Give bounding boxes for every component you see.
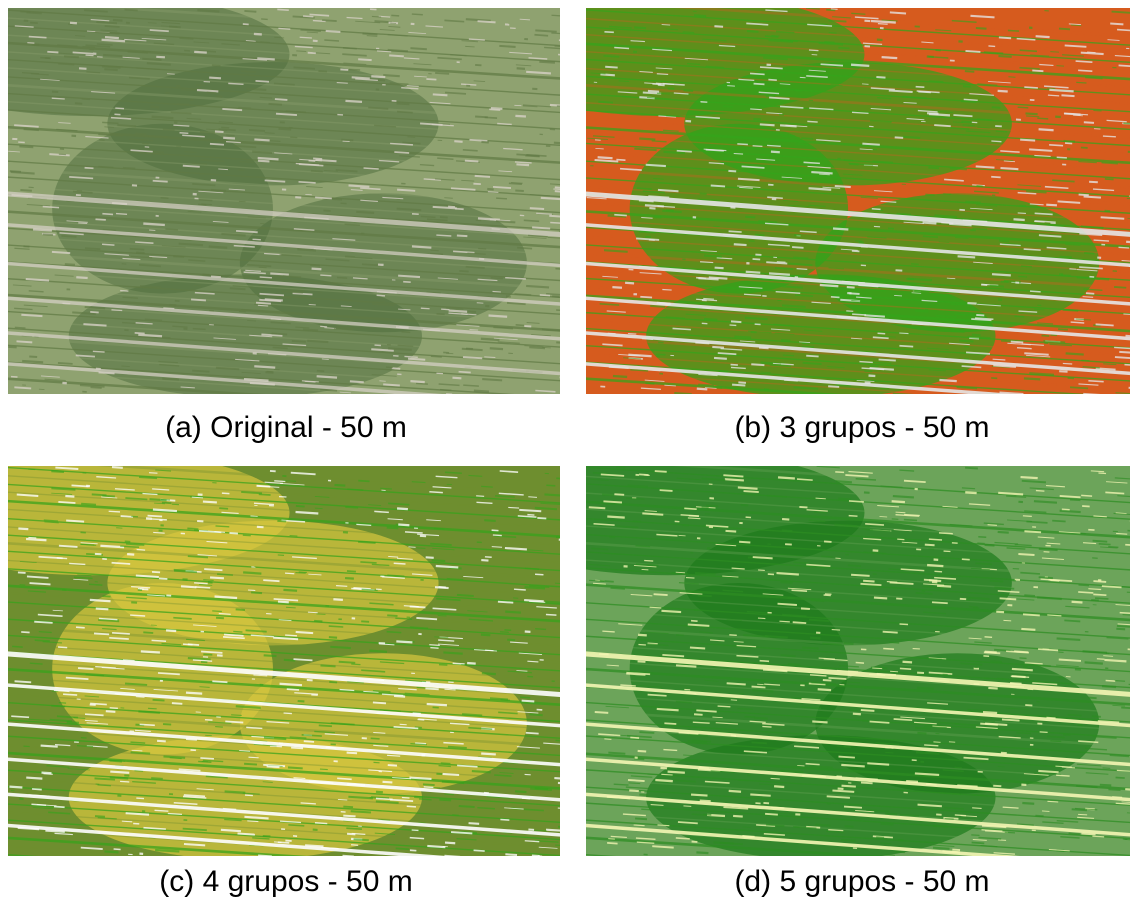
four-group-segmentation-image <box>8 466 560 856</box>
caption-three-groups: (b) 3 grupos - 50 m <box>582 410 1130 446</box>
five-group-segmentation-image <box>586 466 1130 856</box>
caption-five-groups: (d) 5 grupos - 50 m <box>582 864 1130 900</box>
caption-original: (a) Original - 50 m <box>6 410 566 446</box>
original-field-image <box>8 8 560 394</box>
three-group-segmentation-image <box>586 8 1130 394</box>
caption-four-groups: (c) 4 grupos - 50 m <box>6 864 566 900</box>
